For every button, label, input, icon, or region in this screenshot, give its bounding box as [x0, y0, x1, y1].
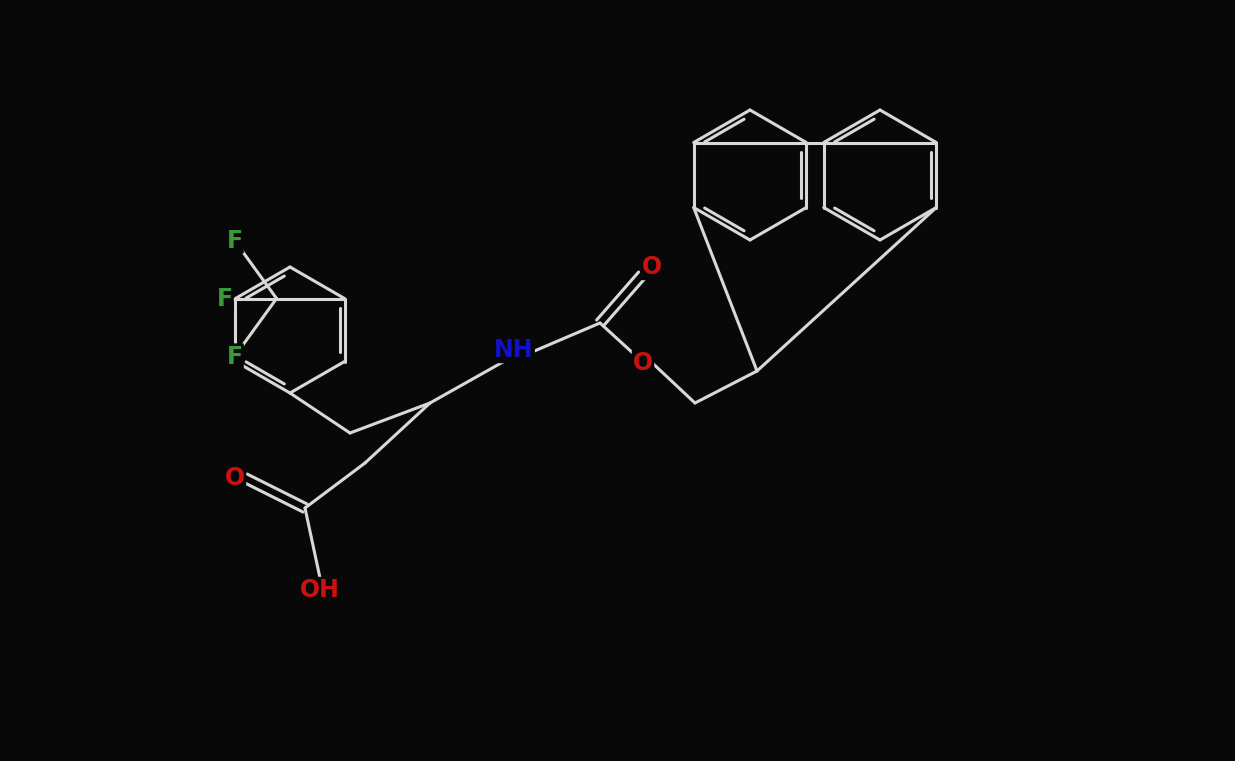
Text: O: O — [632, 351, 653, 375]
Text: O: O — [642, 255, 662, 279]
Text: F: F — [226, 228, 242, 253]
Text: NH: NH — [494, 338, 534, 362]
Text: OH: OH — [300, 578, 340, 602]
Text: F: F — [216, 286, 232, 310]
Text: F: F — [226, 345, 242, 368]
Text: O: O — [225, 466, 245, 490]
